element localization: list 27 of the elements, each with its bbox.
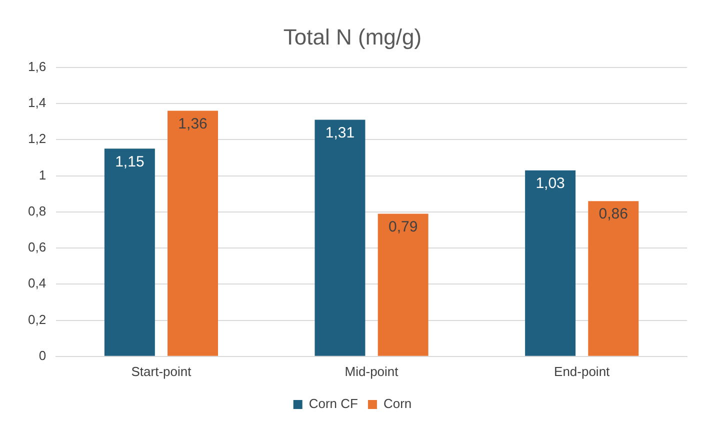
bar	[378, 214, 428, 356]
data-label: 0,79	[388, 218, 418, 236]
bar	[314, 120, 366, 356]
y-tick-label: 1,6	[28, 58, 46, 74]
y-tick-label: 1,4	[28, 95, 46, 110]
data-label: 1,31	[325, 124, 355, 142]
y-tick-label: 0,2	[28, 312, 46, 327]
chart-title: Total N (mg/g)	[283, 24, 422, 50]
data-label: 1,15	[115, 153, 144, 170]
legend-label: Corn	[383, 396, 412, 412]
legend-label: Corn CF	[308, 396, 358, 412]
bar	[104, 148, 155, 356]
data-label: 1,36	[178, 115, 208, 132]
y-tick-label: 0,6	[28, 240, 46, 255]
y-tick-label: 1	[38, 167, 46, 182]
y-tick-label: 0,8	[28, 203, 46, 218]
bar	[588, 201, 639, 356]
bar	[525, 170, 576, 356]
data-label: 0,86	[598, 206, 628, 223]
y-tick-label: 1,2	[28, 131, 46, 146]
x-tick-label: End-point	[554, 364, 610, 379]
y-tick-label: 0,4	[28, 276, 46, 291]
x-tick-label: Start-point	[131, 364, 192, 379]
bar	[168, 110, 218, 356]
data-label: 1,03	[536, 174, 565, 192]
x-tick-label: Mid-point	[344, 364, 399, 379]
y-tick-label: 0	[38, 348, 46, 363]
